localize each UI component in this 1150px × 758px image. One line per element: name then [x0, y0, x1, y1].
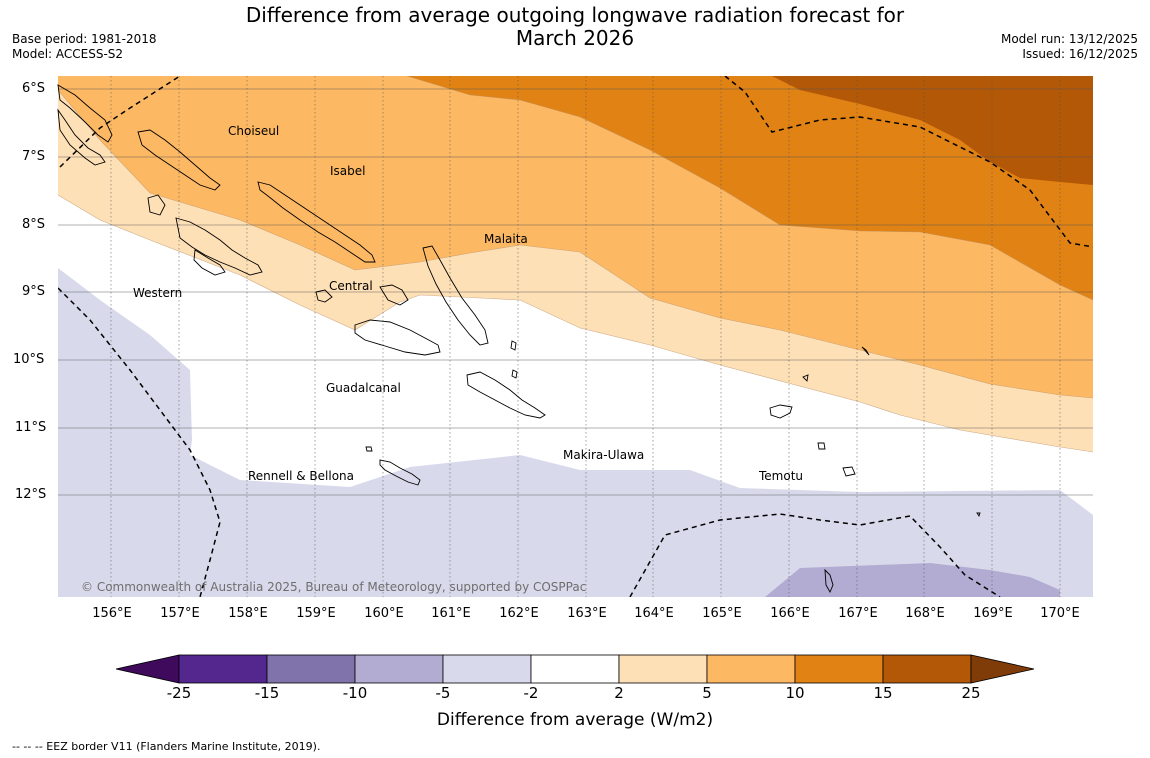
lat-label: 9°S: [22, 284, 46, 299]
island-makira: [466, 371, 546, 419]
title-line-2: March 2026: [515, 26, 635, 50]
lon-label: 167°E: [838, 606, 878, 621]
chart-title: Difference from average outgoing longwav…: [0, 4, 1150, 50]
island-choiseul: [137, 129, 221, 191]
colorbar-bin-minus2-2: [530, 654, 620, 684]
colorbar: [115, 654, 1035, 684]
island-tikopia: [976, 512, 981, 518]
island-kolombangara: [147, 194, 166, 216]
place-label-choiseul: Choiseul: [228, 124, 280, 138]
place-label-isabel: Isabel: [330, 164, 366, 178]
lon-label: 166°E: [770, 606, 810, 621]
island-utupua: [817, 442, 826, 450]
lon-label: 169°E: [973, 606, 1013, 621]
lon-label: 157°E: [160, 606, 200, 621]
lon-label: 165°E: [702, 606, 742, 621]
lon-label: 170°E: [1040, 606, 1080, 621]
place-label-western: Western: [133, 286, 183, 300]
fill-minus2-to-minus5: [58, 268, 1093, 597]
colorbar-bin-10-15: [794, 654, 884, 684]
place-label-malaita: Malaita: [484, 232, 528, 246]
colorbar-tick-label: -10: [342, 684, 368, 702]
contour-fills: [58, 76, 1093, 597]
lon-label: 158°E: [228, 606, 268, 621]
colorbar-bin-minus15-minus10: [266, 654, 356, 684]
lat-label: 10°S: [13, 352, 45, 367]
place-label-temotu: Temotu: [759, 469, 804, 483]
colorbar-bin-15-25: [882, 654, 972, 684]
issued-date: Issued: 16/12/2025: [1022, 47, 1138, 61]
lat-label: 7°S: [22, 149, 46, 164]
island-reef-islands: [802, 374, 809, 382]
lon-label: 162°E: [499, 606, 539, 621]
lon-label: 160°E: [364, 606, 404, 621]
island-anuta: [824, 568, 834, 594]
island-vanikoro: [842, 466, 856, 477]
island-florida: [379, 284, 409, 306]
meta-left: Base period: 1981-2018 Model: ACCESS-S2: [12, 32, 157, 62]
colorbar-tick-label: 10: [785, 684, 805, 702]
colorbar-tick-label: -15: [254, 684, 280, 702]
colorbar-extend-high: [970, 654, 1035, 684]
meta-right: Model run: 13/12/2025 Issued: 16/12/2025: [1001, 32, 1138, 62]
island-ndeni: [769, 404, 793, 419]
lon-label: 164°E: [634, 606, 674, 621]
colorbar-bin-minus25-minus15: [178, 654, 268, 684]
lat-label: 6°S: [22, 81, 46, 96]
model-name: Model: ACCESS-S2: [12, 47, 124, 61]
colorbar-bin-2-5: [618, 654, 708, 684]
island-duff: [861, 346, 870, 356]
colorbar-bin-minus10-minus5: [354, 654, 444, 684]
lon-label: 161°E: [431, 606, 471, 621]
lat-label: 8°S: [22, 217, 46, 232]
model-run: Model run: 13/12/2025: [1000, 32, 1138, 46]
place-label-central: Central: [329, 279, 373, 293]
island-rennell: [379, 459, 421, 486]
colorbar-tick-label: 25: [961, 684, 981, 702]
island-new-georgia: [175, 217, 263, 276]
island-santa-ana: [510, 340, 517, 351]
lat-lines: [58, 88, 1093, 496]
island-vella-choiseul-west: [57, 84, 113, 143]
colorbar-title: Difference from average (W/m2): [436, 710, 714, 730]
colorbar-tick-label: -5: [435, 684, 451, 702]
island-malaita: [422, 245, 489, 346]
lon-label: 163°E: [567, 606, 607, 621]
colorbar-tick-label: -2: [523, 684, 539, 702]
fill-10-to-15: [407, 76, 1093, 300]
title-line-1: Difference from average outgoing longwav…: [245, 3, 905, 27]
island-russell: [315, 289, 333, 303]
colorbar-bin-5-10: [706, 654, 796, 684]
lat-label: 11°S: [15, 420, 47, 435]
place-label-guadalcanal: Guadalcanal: [326, 381, 401, 395]
lon-label: 156°E: [92, 606, 132, 621]
island-guadalcanal: [354, 319, 441, 356]
copyright-notice: © Commonwealth of Australia 2025, Bureau…: [81, 580, 587, 594]
coastlines: [57, 84, 981, 594]
place-label-rennell-bellona: Rennell & Bellona: [248, 469, 355, 483]
colorbar-tick-label: -25: [166, 684, 192, 702]
colorbar-extend-low: [115, 654, 180, 684]
eez-borders: [58, 76, 1093, 597]
lon-label: 159°E: [296, 606, 336, 621]
fill-15-to-25: [772, 76, 1093, 185]
lon-lines: [110, 76, 1061, 597]
island-shortland: [57, 108, 106, 166]
eez-footnote: -- -- -- EEZ border V11 (Flanders Marine…: [12, 740, 321, 753]
lat-label: 12°S: [15, 487, 47, 502]
colorbar-bin-minus5-minus2: [442, 654, 532, 684]
colorbar-tick-label: 2: [614, 684, 624, 702]
lon-label: 168°E: [905, 606, 945, 621]
colorbar-tick-label: 15: [873, 684, 893, 702]
island-ulawa: [511, 369, 518, 379]
island-rendova: [193, 249, 226, 276]
island-bellona: [365, 446, 373, 452]
colorbar-tick-label: 5: [702, 684, 712, 702]
gridlines: [58, 76, 1093, 597]
contour-lines: [58, 76, 1093, 453]
island-isabel: [257, 181, 376, 263]
place-label-makira-ulawa: Makira-Ulawa: [563, 448, 645, 462]
base-period: Base period: 1981-2018: [12, 32, 157, 46]
